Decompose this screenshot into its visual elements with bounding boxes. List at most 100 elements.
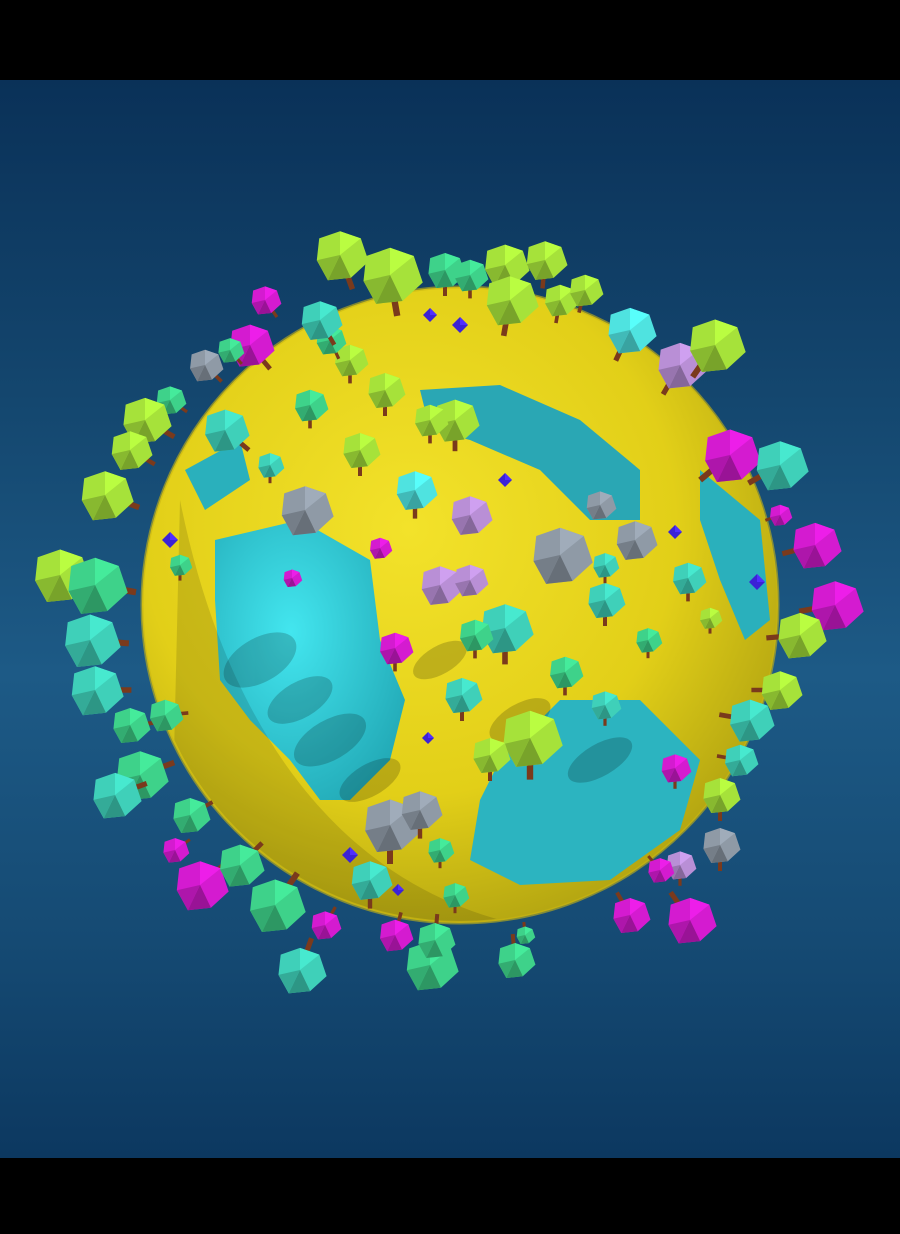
tree: [163, 838, 191, 863]
gem: [423, 308, 437, 322]
tree: [368, 373, 406, 416]
tree: [445, 678, 483, 721]
gem: [342, 847, 358, 863]
tree: [588, 583, 626, 626]
tree: [93, 772, 148, 819]
tree: [335, 344, 369, 384]
tree: [703, 828, 741, 871]
tree: [698, 429, 761, 483]
tree: [380, 911, 414, 952]
tree: [380, 632, 414, 672]
tree: [65, 614, 130, 668]
planet-sphere: [140, 285, 780, 925]
letterbox-bottom: [0, 1158, 900, 1234]
tree: [716, 744, 759, 777]
tree: [351, 861, 393, 909]
tree: [150, 699, 189, 732]
tree: [435, 399, 480, 452]
tree: [258, 453, 285, 484]
tree: [460, 619, 494, 659]
rock: [283, 569, 303, 588]
tree: [766, 612, 827, 659]
tree: [751, 671, 803, 710]
tree: [113, 708, 157, 744]
tree: [591, 691, 622, 726]
gem: [392, 884, 404, 896]
tree: [278, 937, 327, 994]
tree: [636, 628, 663, 659]
tree: [781, 522, 842, 569]
water-region-east: [700, 470, 770, 640]
tree: [503, 710, 563, 780]
tree: [661, 754, 692, 789]
tree: [550, 656, 584, 696]
tree: [486, 276, 539, 337]
tree: [443, 883, 470, 914]
gem: [162, 532, 178, 548]
rock: [421, 566, 463, 605]
tree: [608, 307, 657, 362]
gem: [668, 525, 682, 539]
tree: [81, 471, 141, 521]
rock: [616, 521, 658, 560]
tree: [363, 247, 423, 317]
tree: [170, 554, 193, 581]
tree: [218, 338, 245, 365]
tree: [668, 890, 717, 944]
tree: [455, 259, 489, 299]
tree: [205, 409, 251, 452]
tree: [311, 906, 342, 940]
tree: [396, 471, 438, 519]
tree: [516, 921, 536, 945]
tree: [703, 778, 741, 821]
tree: [428, 838, 455, 869]
tree: [68, 557, 137, 614]
tree: [647, 855, 675, 883]
rock: [451, 496, 493, 535]
tree: [295, 389, 329, 429]
rock: [281, 486, 334, 536]
tree: [764, 504, 793, 526]
tree: [498, 933, 536, 979]
tree: [593, 553, 620, 584]
tree: [190, 349, 224, 383]
rock: [455, 564, 489, 597]
tree: [673, 562, 707, 602]
tree: [301, 301, 343, 346]
tree: [798, 581, 864, 631]
tree: [71, 666, 132, 716]
planet-scene: [35, 231, 864, 994]
tree: [473, 738, 511, 781]
tree: [401, 791, 443, 839]
game-viewport[interactable]: [0, 80, 900, 1158]
rock: [586, 491, 617, 520]
tree: [176, 859, 230, 911]
tree: [690, 319, 746, 379]
letterbox-top: [0, 0, 900, 80]
tree: [250, 871, 306, 933]
rock: [370, 537, 393, 559]
tree: [526, 241, 568, 289]
gem: [422, 732, 434, 744]
tree: [173, 798, 214, 834]
tree: [747, 441, 809, 491]
tree: [718, 699, 775, 742]
tree: [111, 431, 156, 470]
planet-objects: [35, 231, 864, 994]
gem: [498, 473, 512, 487]
tree: [316, 231, 369, 291]
tree: [415, 404, 449, 444]
gem: [452, 317, 468, 333]
tree: [418, 913, 456, 959]
tree: [613, 891, 651, 934]
tree: [251, 286, 282, 318]
water-region-northwest: [185, 440, 250, 510]
gem: [749, 574, 765, 590]
tree: [343, 433, 381, 476]
tree: [545, 284, 579, 324]
rock: [533, 527, 593, 584]
tree: [700, 607, 723, 634]
tree: [220, 841, 265, 887]
tree: [570, 274, 604, 314]
water-region-west: [215, 520, 405, 800]
